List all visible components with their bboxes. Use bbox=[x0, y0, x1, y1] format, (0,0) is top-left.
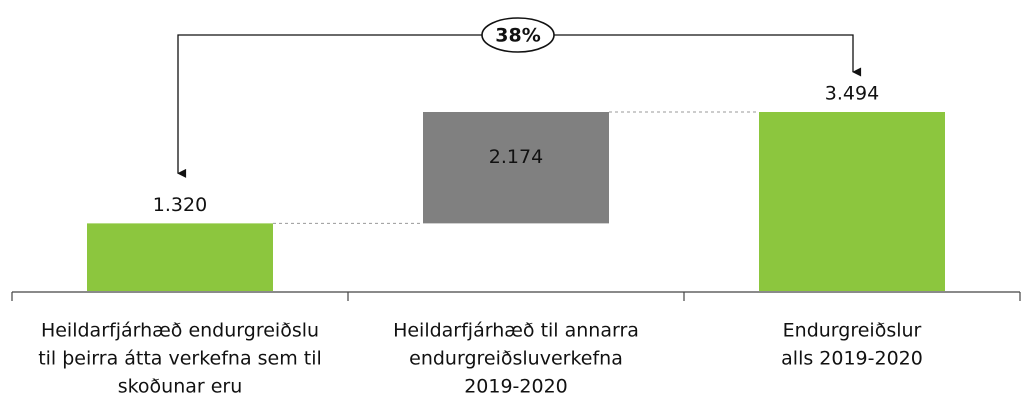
bar bbox=[87, 223, 273, 291]
x-tick-label: endurgreiðsluverkefna bbox=[409, 348, 623, 370]
x-tick-label: Heildarfjárhæð til annarra bbox=[393, 320, 639, 342]
annotation-oval bbox=[481, 17, 555, 53]
annotation: 38% bbox=[495, 25, 540, 47]
bar bbox=[759, 112, 945, 291]
x-tick-label: alls 2019-2020 bbox=[781, 348, 923, 370]
value-label: 2.174 bbox=[489, 146, 543, 168]
value-label: 1.320 bbox=[153, 194, 207, 216]
x-tick-label: til þeirra átta verkefna sem til bbox=[38, 348, 322, 370]
x-tick-label: Endurgreiðslur bbox=[783, 320, 922, 342]
x-tick-label: skoðunar eru bbox=[118, 376, 243, 398]
value-label: 3.494 bbox=[825, 83, 879, 105]
x-tick-label: Heildarfjárhæð endurgreiðslu bbox=[41, 320, 319, 342]
x-tick-label: 2019-2020 bbox=[464, 376, 568, 398]
